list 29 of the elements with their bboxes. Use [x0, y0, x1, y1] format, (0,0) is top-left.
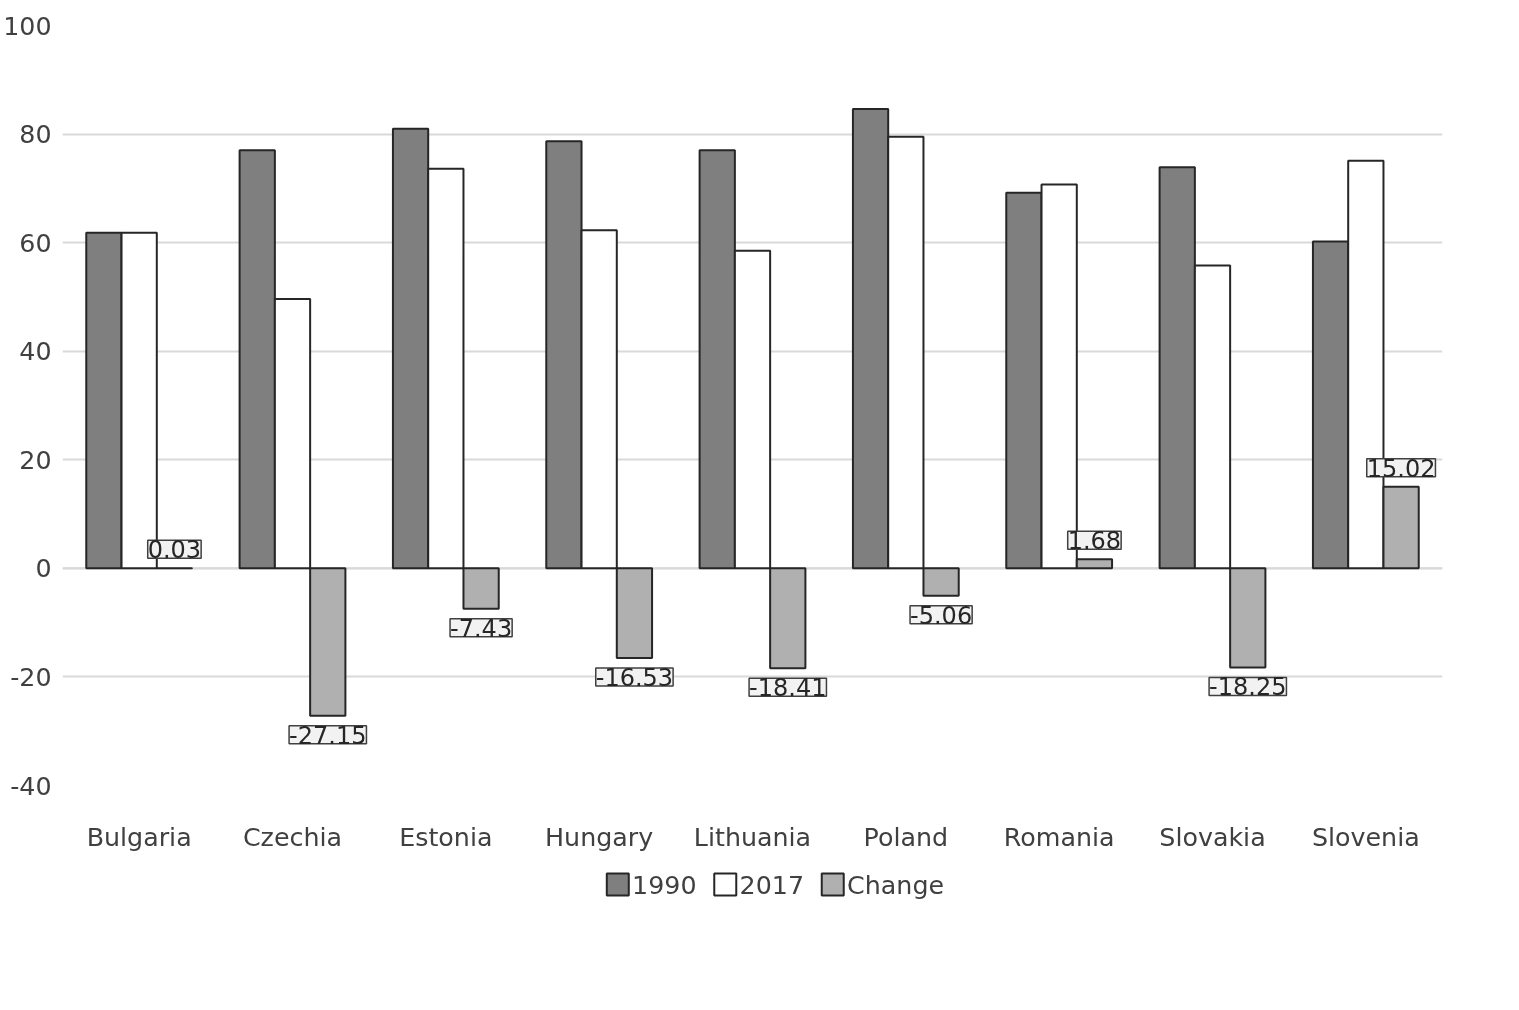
y-tick-label: 60 [19, 227, 52, 258]
data-label: -18.41 [749, 674, 827, 703]
x-tick-label: Hungary [545, 821, 654, 852]
legend-label: 1990 [632, 869, 697, 900]
data-label: -27.15 [289, 721, 367, 750]
x-tick-label: Bulgaria [86, 821, 192, 852]
y-tick-label: 100 [3, 10, 52, 41]
y-tick-label: 40 [19, 336, 52, 367]
y-tick-label: -40 [10, 770, 52, 801]
data-label: 1.68 [1067, 527, 1122, 556]
x-tick-label: Estonia [399, 821, 493, 852]
y-tick-label: 20 [19, 444, 52, 475]
data-label: 0.03 [147, 536, 202, 565]
data-label: -16.53 [595, 664, 674, 693]
data-label: 15.02 [1366, 454, 1436, 483]
data-label: -7.43 [450, 614, 513, 643]
legend-label: Change [847, 869, 945, 900]
data-label: -18.25 [1209, 673, 1287, 702]
y-tick-label: 80 [19, 119, 52, 150]
x-tick-label: Czechia [242, 821, 343, 852]
data-label: -5.06 [910, 601, 973, 630]
x-tick-label: Romania [1003, 821, 1115, 852]
y-tick-label: 0 [35, 553, 52, 584]
x-tick-label: Lithuania [693, 821, 812, 852]
legend-label: 2017 [739, 869, 805, 900]
x-tick-label: Slovenia [1311, 821, 1420, 852]
x-tick-label: Poland [863, 821, 949, 852]
x-tick-label: Slovakia [1159, 821, 1266, 852]
y-tick-label: -20 [10, 661, 52, 692]
